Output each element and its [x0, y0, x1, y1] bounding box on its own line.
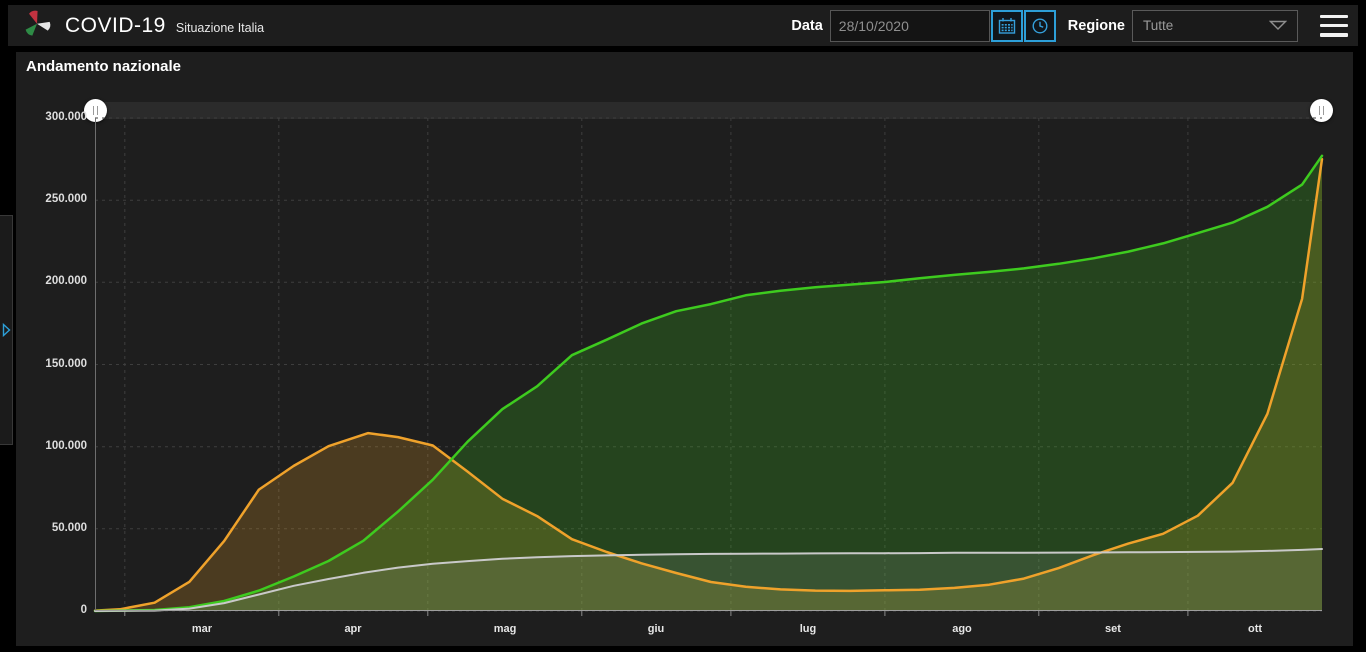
calendar-button[interactable]: [990, 9, 1023, 42]
panel-title: Andamento nazionale: [26, 58, 182, 75]
y-axis-label: 250.000: [45, 193, 87, 205]
slider-handle-left[interactable]: [84, 99, 107, 122]
y-axis-label: 300.000: [45, 111, 87, 123]
x-axis-label: mag: [493, 623, 517, 635]
calendar-icon: [998, 17, 1015, 34]
region-label: Regione: [1067, 17, 1125, 34]
x-axis-label: mar: [191, 623, 213, 635]
main-panel: Andamento nazionale 0 50.000 100.000 150.00…: [16, 52, 1353, 646]
date-input[interactable]: [829, 9, 990, 42]
time-range-slider-track[interactable]: [95, 102, 1322, 119]
clock-icon: [1032, 17, 1048, 34]
expand-panel-tab[interactable]: [0, 215, 13, 445]
y-axis-label: 150.000: [45, 358, 87, 370]
x-axis-label: lug: [799, 623, 817, 635]
y-axis-label: 200.000: [45, 275, 87, 287]
region-selected-value: Tutte: [1143, 18, 1174, 33]
y-axis-label: 0: [80, 604, 87, 616]
menu-button[interactable]: [1320, 14, 1348, 37]
chevron-down-icon: [1269, 20, 1287, 30]
time-button[interactable]: [1023, 9, 1056, 42]
grip-icon: [92, 106, 95, 115]
x-axis-label: ott: [1247, 623, 1263, 635]
date-label: Data: [791, 17, 823, 34]
grip-icon: [1318, 106, 1321, 115]
x-axis-label: apr: [344, 623, 362, 635]
y-axis-label: 100.000: [45, 440, 87, 452]
app-header: COVID-19 Situazione Italia Data Regione …: [8, 5, 1358, 46]
x-axis-label: set: [1105, 623, 1121, 635]
y-axis-label: 50.000: [51, 522, 87, 534]
region-select[interactable]: Tutte: [1132, 9, 1298, 42]
x-axis-label: ago: [952, 623, 972, 635]
trend-chart[interactable]: 0 50.000 100.000 150.000 200.000 250.000 300.0…: [45, 111, 1324, 638]
slider-handle-right[interactable]: [1310, 99, 1333, 122]
app-subtitle: Situazione Italia: [175, 20, 265, 35]
menu-icon: [1320, 14, 1348, 18]
x-axis-label: giu: [647, 623, 665, 635]
app-title: COVID-19: [65, 13, 166, 37]
expand-arrow-icon: [2, 323, 11, 337]
trend-chart-svg[interactable]: [93, 117, 1324, 618]
app-logo-icon: [22, 8, 52, 43]
